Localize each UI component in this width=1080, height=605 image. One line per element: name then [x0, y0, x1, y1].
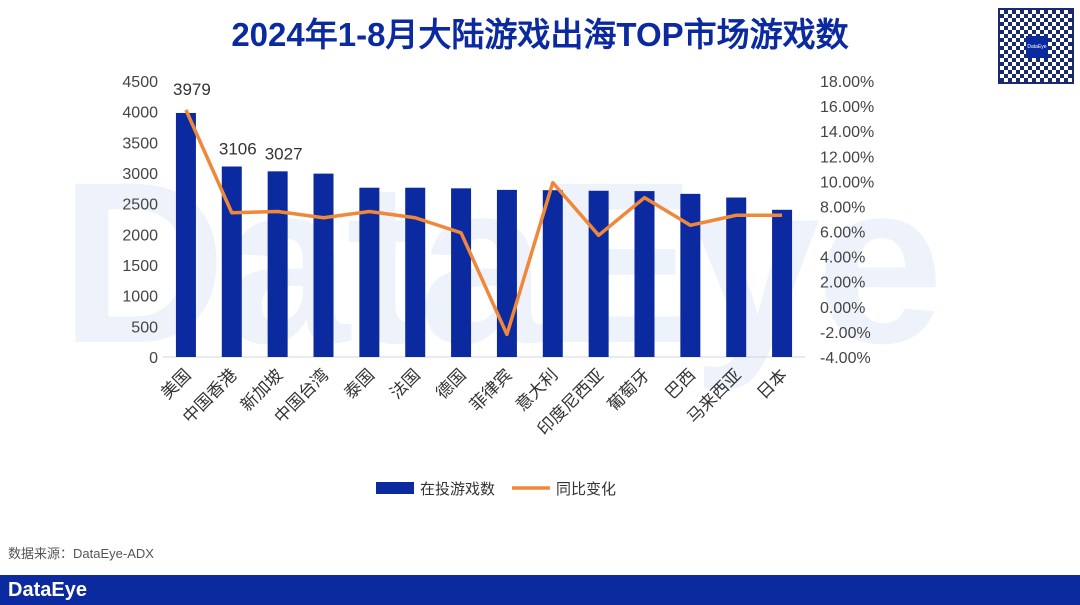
- y-right-tick: 10.00%: [820, 174, 874, 191]
- data-label: 3979: [173, 80, 211, 99]
- y-right-tick: 6.00%: [820, 225, 865, 242]
- x-tick-label: 美国: [157, 365, 194, 402]
- bar: [267, 171, 288, 357]
- y-right-tick: -2.00%: [820, 325, 871, 342]
- y-right-tick: 2.00%: [820, 275, 865, 292]
- x-tick-label: 日本: [753, 365, 790, 402]
- y-right-tick: 8.00%: [820, 199, 865, 216]
- bar: [772, 209, 793, 357]
- y-left-tick: 4000: [122, 105, 158, 122]
- x-tick-label: 德国: [432, 365, 469, 402]
- y-left-tick: 2500: [122, 197, 158, 214]
- bar: [634, 191, 655, 357]
- legend-line-label: 同比变化: [556, 481, 616, 498]
- y-left-tick: 4500: [122, 74, 158, 91]
- bar: [175, 112, 196, 357]
- bar: [542, 190, 563, 357]
- y-right-tick: 16.00%: [820, 99, 874, 116]
- y-right-tick: 18.00%: [820, 74, 874, 91]
- bar: [588, 190, 609, 357]
- data-label: 3027: [265, 144, 303, 163]
- brand-logo: DataEye: [8, 579, 87, 601]
- qr-code: DataEye: [998, 8, 1074, 84]
- y-right-tick: 14.00%: [820, 124, 874, 141]
- y-left-tick: 0: [149, 350, 158, 367]
- legend-bar-label: 在投游戏数: [420, 481, 495, 498]
- y-right-tick: 12.00%: [820, 149, 874, 166]
- footer-bar: DataEye: [0, 575, 1080, 605]
- yoy-line: [184, 109, 783, 337]
- y-left-tick: 1000: [122, 289, 158, 306]
- bar: [451, 188, 472, 357]
- y-left-tick: 1500: [122, 258, 158, 275]
- y-left-tick: 3000: [122, 166, 158, 183]
- chart: 0 500 1000 1500 2000 2500 3000 3500 4000 4500 -4.0…: [122, 74, 874, 498]
- bar: [313, 173, 334, 357]
- x-tick-label: 泰国: [341, 365, 378, 402]
- x-tick-label: 葡萄牙: [604, 365, 653, 414]
- source-note: 数据来源：DataEye-ADX: [8, 546, 154, 561]
- bar: [405, 187, 426, 357]
- chart-title: 2024年1-8月大陆游戏出海TOP市场游戏数: [231, 16, 849, 53]
- x-tick-label: 巴西: [662, 365, 699, 402]
- data-label: 3106: [219, 139, 257, 158]
- y-right-tick: 4.00%: [820, 250, 865, 267]
- x-tick-label: 法国: [387, 365, 424, 402]
- y-right-tick: 0.00%: [820, 300, 865, 317]
- bar: [359, 187, 380, 357]
- bar: [680, 193, 701, 357]
- y-left-tick: 3500: [122, 135, 158, 152]
- x-tick-label: 菲律宾: [466, 365, 515, 414]
- y-left-tick: 500: [131, 319, 158, 336]
- y-right-tick: -4.00%: [820, 350, 871, 367]
- bar: [726, 197, 747, 357]
- y-left-tick: 2000: [122, 227, 158, 244]
- legend-bar-swatch: [376, 482, 414, 494]
